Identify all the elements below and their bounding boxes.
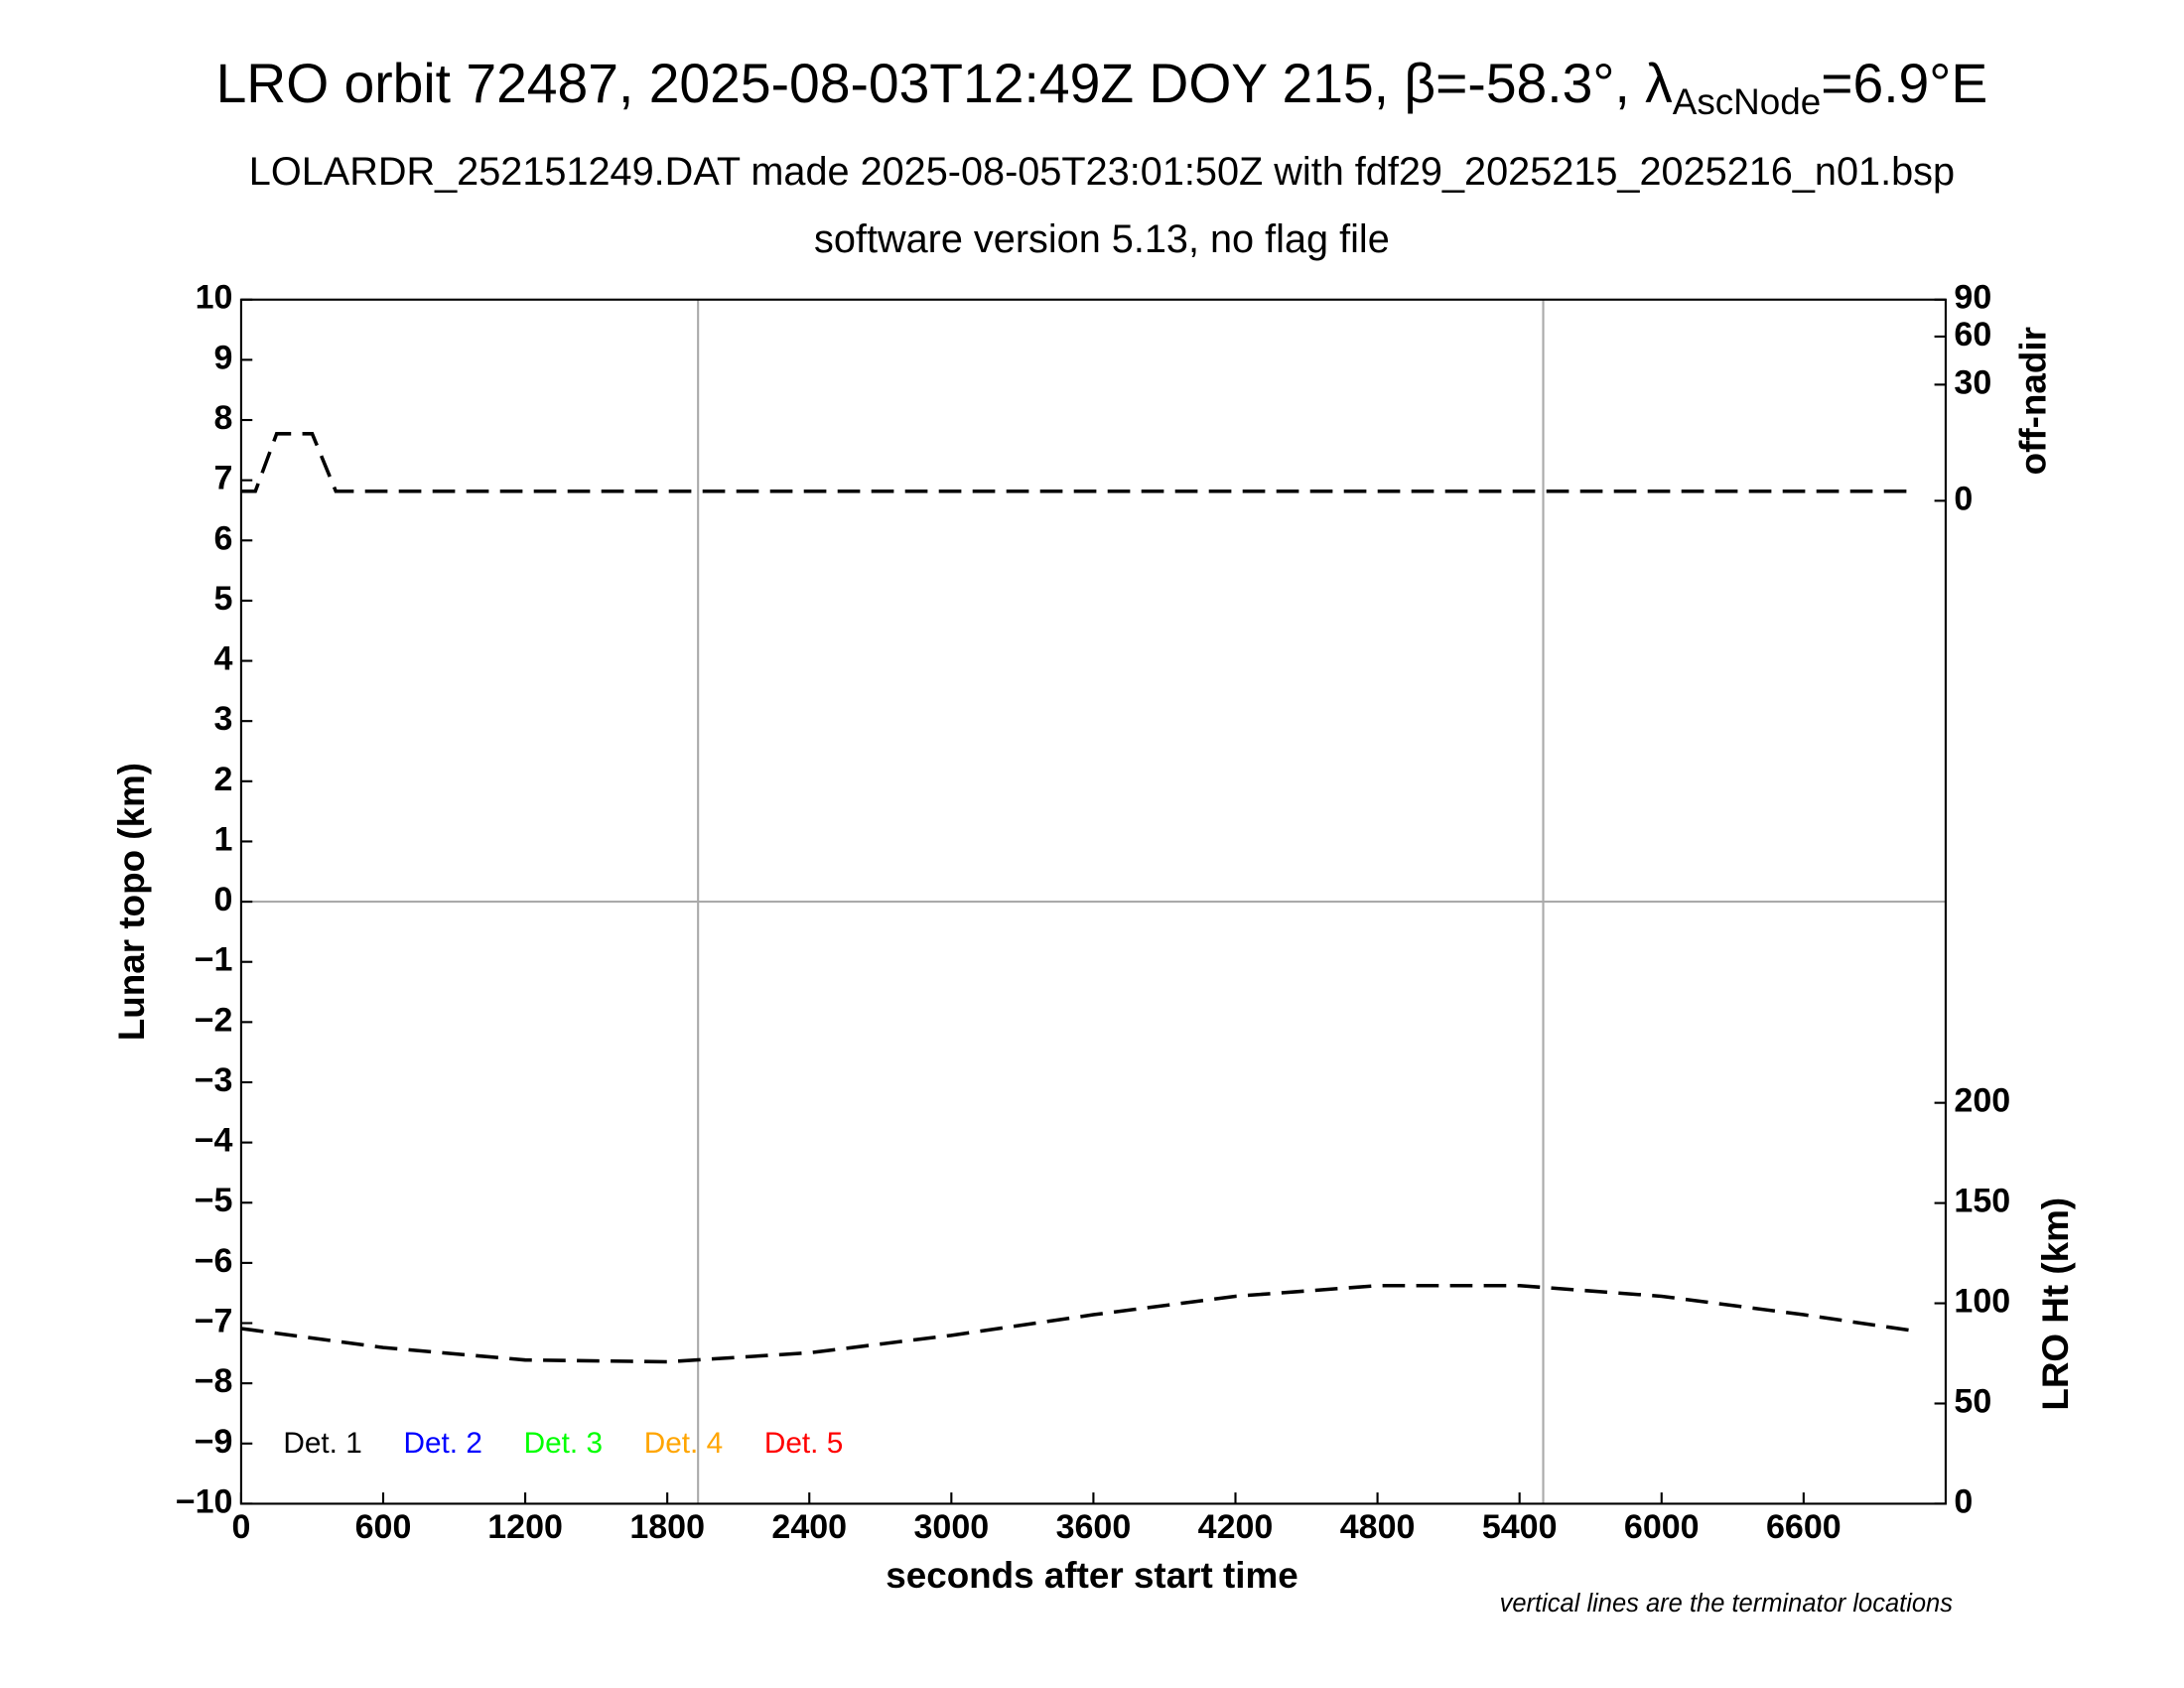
legend-entry: Det. 4 bbox=[644, 1427, 723, 1460]
y2-tick-label: 60 bbox=[1954, 316, 1991, 353]
title-subscript: AscNode bbox=[1673, 81, 1821, 122]
y-tick-label: −6 bbox=[195, 1242, 233, 1280]
y-tick-label: 2 bbox=[213, 761, 232, 798]
y-tick-label: −8 bbox=[195, 1362, 233, 1400]
x-tick-label: 3600 bbox=[1056, 1508, 1132, 1546]
y-tick-label: 3 bbox=[213, 700, 232, 738]
title-end: =6.9°E bbox=[1821, 52, 1987, 113]
y2-tick-label: 0 bbox=[1954, 480, 1973, 517]
x-tick-label: 600 bbox=[355, 1508, 412, 1546]
y-tick-label: 0 bbox=[213, 881, 232, 918]
title-main: LRO orbit 72487, 2025-08-03T12:49Z DOY 2… bbox=[216, 52, 1674, 113]
x-tick-label: 4200 bbox=[1198, 1508, 1274, 1546]
y-axis-label: Lunar topo (km) bbox=[111, 763, 152, 1041]
y-tick-label: 4 bbox=[213, 640, 232, 678]
y-tick-label: −5 bbox=[195, 1182, 233, 1219]
legend-entry: Det. 2 bbox=[404, 1427, 482, 1460]
y-tick-label: 6 bbox=[213, 519, 232, 557]
x-tick-label: 1800 bbox=[629, 1508, 705, 1546]
note: vertical lines are the terminator locati… bbox=[1500, 1590, 1954, 1618]
y3-tick-label: 200 bbox=[1954, 1082, 2010, 1120]
legend-entry: Det. 1 bbox=[283, 1427, 361, 1460]
y-tick-label: −2 bbox=[195, 1001, 233, 1039]
y2-tick-label: 30 bbox=[1954, 363, 1991, 401]
subtitle: software version 5.13, no flag file bbox=[814, 217, 1390, 261]
y3-axis-label: LRO Ht (km) bbox=[2035, 1197, 2076, 1411]
x-axis-label: seconds after start time bbox=[886, 1555, 1298, 1596]
y-tick-label: 7 bbox=[213, 460, 232, 497]
y-tick-label: 8 bbox=[213, 399, 232, 437]
subtitle: LOLARDR_252151249.DAT made 2025-08-05T23… bbox=[249, 150, 1955, 194]
y3-tick-label: 150 bbox=[1954, 1183, 2010, 1220]
y-tick-label: −1 bbox=[195, 941, 233, 979]
series-line bbox=[240, 432, 1918, 493]
x-tick-label: 3000 bbox=[914, 1508, 990, 1546]
x-tick-label: 1200 bbox=[487, 1508, 563, 1546]
y-tick-label: −9 bbox=[195, 1423, 233, 1461]
y2-axis-label: off-nadir bbox=[2012, 327, 2053, 475]
y-tick-label: 1 bbox=[213, 820, 232, 858]
y-tick-label: 9 bbox=[213, 339, 232, 376]
y2-tick-label: 90 bbox=[1954, 279, 1991, 317]
legend-entry: Det. 5 bbox=[764, 1427, 843, 1460]
y3-tick-label: 50 bbox=[1954, 1382, 1991, 1420]
y3-tick-label: 100 bbox=[1954, 1283, 2010, 1321]
y-tick-label: −7 bbox=[195, 1303, 233, 1340]
x-tick-label: 2400 bbox=[771, 1508, 847, 1546]
y-tick-label: 5 bbox=[213, 580, 232, 618]
y3-tick-label: 0 bbox=[1954, 1482, 1973, 1520]
y-tick-label: 10 bbox=[196, 279, 233, 317]
series-line bbox=[240, 1284, 1918, 1364]
x-tick-label: 6000 bbox=[1624, 1508, 1700, 1546]
x-tick-label: 4800 bbox=[1340, 1508, 1416, 1546]
y-tick-label: −3 bbox=[195, 1061, 233, 1099]
x-tick-label: 6600 bbox=[1766, 1508, 1842, 1546]
x-tick-label: 0 bbox=[231, 1508, 250, 1546]
y-tick-label: −10 bbox=[176, 1482, 233, 1520]
legend-entry: Det. 3 bbox=[524, 1427, 603, 1460]
y-tick-label: −4 bbox=[195, 1122, 233, 1160]
x-tick-label: 5400 bbox=[1482, 1508, 1558, 1546]
chart-title: LRO orbit 72487, 2025-08-03T12:49Z DOY 2… bbox=[216, 52, 1988, 121]
